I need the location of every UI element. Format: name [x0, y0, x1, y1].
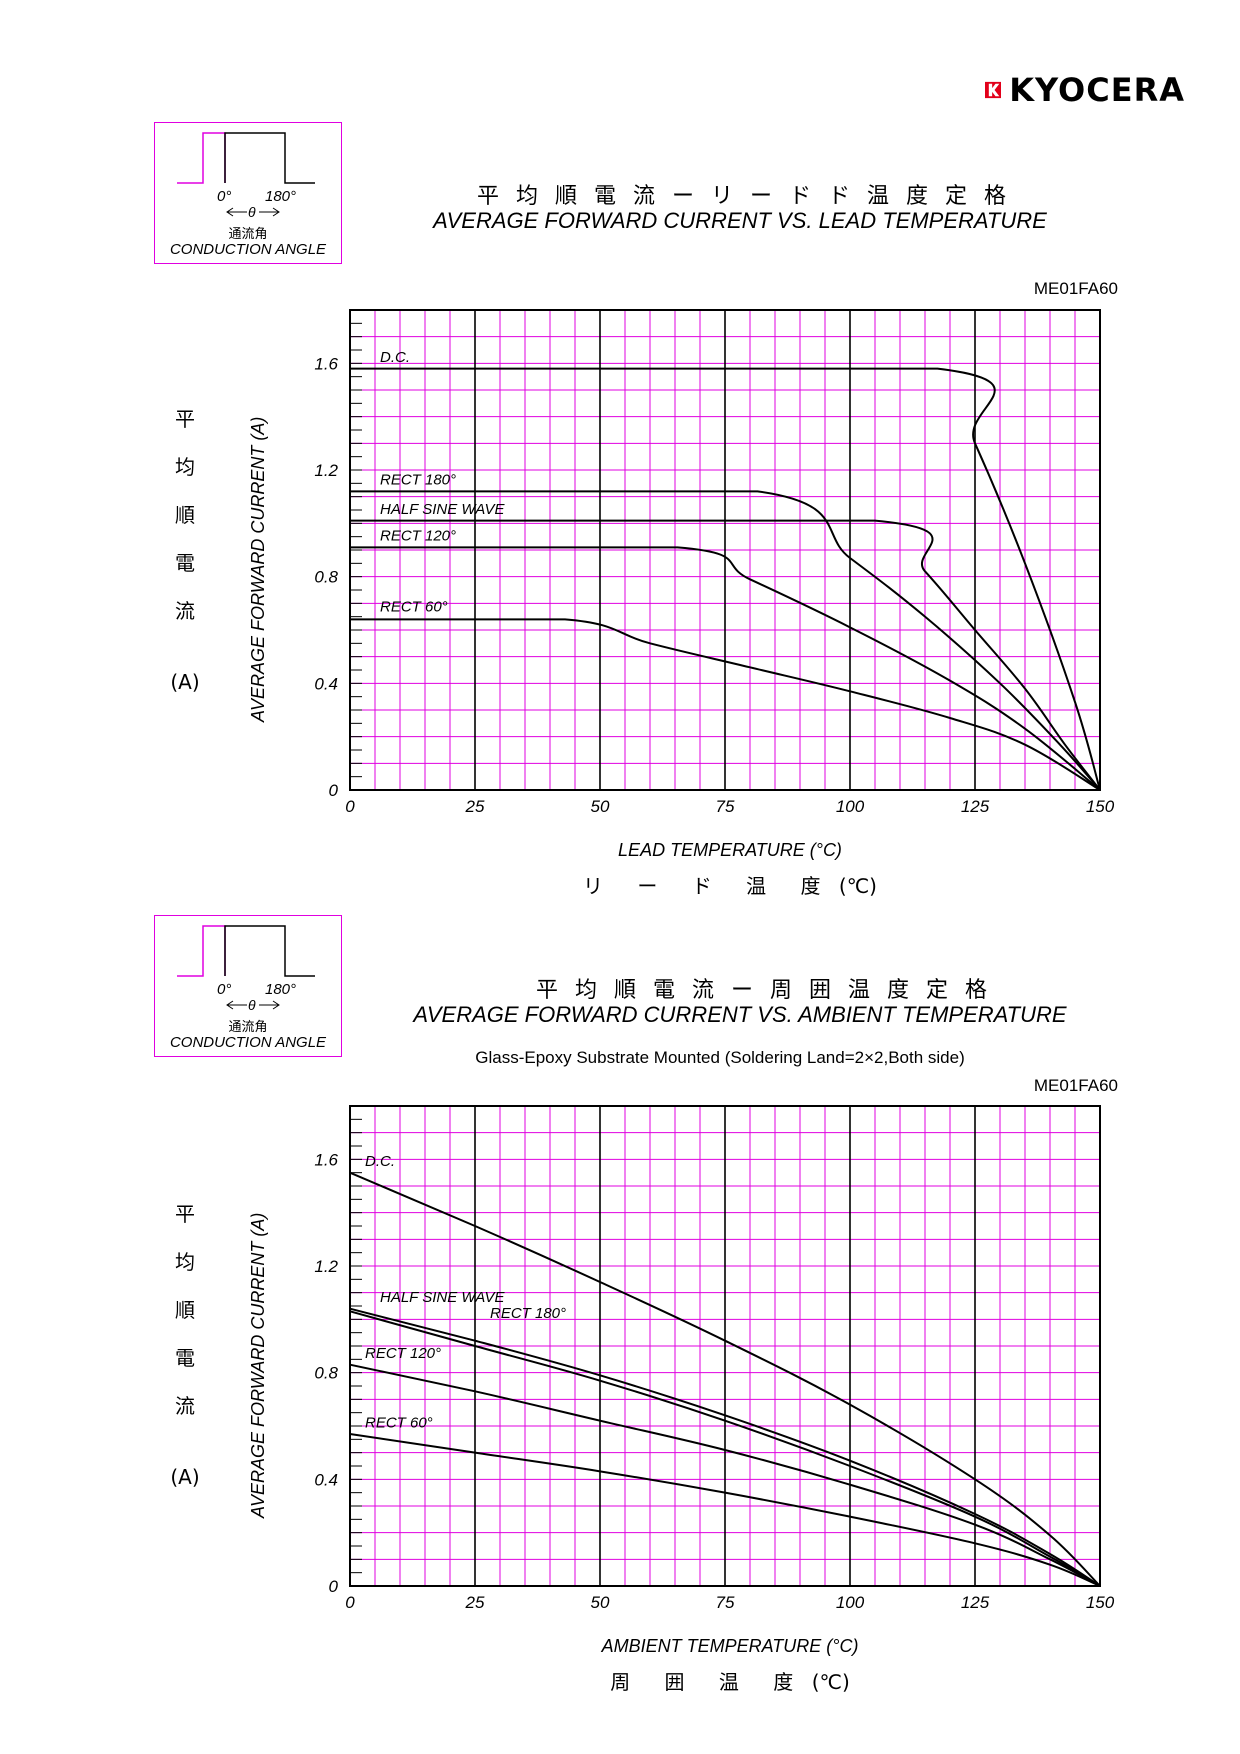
inset-deg180: 180° — [265, 981, 296, 998]
y-tick-label: 0 — [329, 781, 339, 800]
chart1-xlabel-jp: リ ー ド 温 度 — [583, 874, 835, 898]
series-label: RECT 180° — [380, 472, 456, 489]
x-tick-label: 75 — [716, 797, 735, 816]
y-tick-label: 1.6 — [314, 1150, 338, 1169]
x-tick-label: 75 — [716, 1593, 735, 1612]
x-tick-label: 50 — [591, 1593, 610, 1612]
chart2-xlabel: AMBIENT TEMPERATURE (°C) — [601, 1636, 859, 1656]
conduction-angle-waveform: 0° 180° θ — [177, 132, 315, 220]
series-label: D.C. — [380, 349, 410, 366]
y-tick-label: 1.2 — [314, 461, 338, 480]
chart2-ylabel: AVERAGE FORWARD CURRENT (A) — [248, 1212, 268, 1518]
y-tick-label: 0.8 — [314, 568, 338, 587]
x-tick-label: 100 — [836, 1593, 865, 1612]
series-label: D.C. — [365, 1153, 395, 1170]
y-tick-label: 0.4 — [314, 1470, 338, 1489]
series-line — [350, 367, 1101, 791]
ylabel-jp-char: 順 — [175, 1298, 195, 1322]
chart2-xlabel-jp-group: 周 囲 温 度 (℃) — [480, 1666, 980, 1695]
ylabel-jp-char: 平 — [175, 1202, 195, 1226]
x-tick-label: 0 — [345, 797, 355, 816]
conduction-angle-inset: 0° 180° θ 通流角 CONDUCTION ANGLE — [154, 915, 342, 1057]
x-tick-label: 100 — [836, 797, 865, 816]
inset-deg0: 0° — [217, 188, 231, 205]
ylabel-jp-char: 均 — [175, 455, 195, 479]
series-line — [349, 1171, 1101, 1587]
inset-deg0: 0° — [217, 981, 231, 998]
plot-frame — [349, 309, 1101, 791]
series-line — [349, 1433, 1101, 1587]
x-tick-label: 150 — [1086, 1593, 1115, 1612]
x-tick-label: 0 — [345, 1593, 355, 1612]
series-label: RECT 120° — [365, 1345, 441, 1362]
x-tick-label: 125 — [961, 1593, 990, 1612]
inset-theta: θ — [248, 204, 256, 220]
ylabel-jp-char: 平 — [175, 407, 195, 431]
ylabel-jp-char: 電 — [175, 551, 195, 575]
chart1-ylabel: AVERAGE FORWARD CURRENT (A) — [248, 416, 268, 722]
chart2-title-jp: 平均順電流ー周囲温度定格 — [535, 978, 1004, 1003]
ylabel-jp-char: 流 — [175, 1394, 195, 1418]
ylabel-jp-char: 順 — [175, 503, 195, 527]
y-tick-label: 1.6 — [314, 354, 338, 373]
ylabel-jp-char: 電 — [175, 1346, 195, 1370]
chart1-ylabel-jp-unit: (A) — [170, 670, 200, 694]
series-label: RECT 180° — [490, 1305, 566, 1322]
ylabel-jp-char: 流 — [175, 599, 195, 623]
chart1-title-jp: 平均順電流ーリードド温度定格 — [476, 184, 1023, 209]
series-line — [350, 546, 1101, 791]
conduction-angle-waveform: 0° 180° θ — [177, 925, 315, 1013]
inset-deg180: 180° — [265, 188, 296, 205]
x-tick-label: 25 — [465, 1593, 485, 1612]
series-label: HALF SINE WAVE — [380, 1289, 505, 1306]
chart2-plot: 0 25 50 75 100 125 150 0 0.4 0.8 1.2 1.6 D.C. HALF SI… — [314, 1105, 1115, 1612]
conduction-angle-inset: 0° 180° θ 通流角 CONDUCTION ANGLE — [154, 122, 342, 264]
x-tick-label: 125 — [961, 797, 990, 816]
inset-theta: θ — [248, 997, 256, 1013]
series-line — [349, 1363, 1101, 1587]
series-line — [350, 490, 1101, 791]
x-tick-label: 150 — [1086, 797, 1115, 816]
chart2-title: AVERAGE FORWARD CURRENT VS. AMBIENT TEMP… — [413, 1002, 1067, 1027]
y-tick-label: 1.2 — [314, 1257, 338, 1276]
conduction-angle-label-jp: 通流角 — [228, 226, 268, 241]
chart1-xlabel: LEAD TEMPERATURE (°C) — [618, 840, 842, 860]
chart2-part-code: ME01FA60 — [1033, 1076, 1118, 1095]
chart1-title: AVERAGE FORWARD CURRENT VS. LEAD TEMPERA… — [433, 208, 1047, 233]
series-label: RECT 60° — [365, 1414, 433, 1431]
conduction-angle-label-en: CONDUCTION ANGLE — [169, 1034, 327, 1051]
chart2-xlabel-jp: 周 囲 温 度 — [610, 1670, 808, 1694]
chart1-part-code: ME01FA60 — [1033, 279, 1118, 298]
chart1-xlabel-jp-unit: (℃) — [838, 874, 877, 898]
y-tick-label: 0 — [329, 1577, 339, 1596]
series-line — [349, 1307, 1101, 1587]
series-line — [350, 519, 1101, 791]
y-tick-label: 0.8 — [314, 1364, 338, 1383]
plot-frame — [349, 1105, 1101, 1587]
chart2-ylabel-jp-unit: (A) — [170, 1465, 200, 1489]
series-label: HALF SINE WAVE — [380, 501, 505, 518]
y-tick-label: 0.4 — [314, 674, 338, 693]
chart1-plot: 0 25 50 75 100 125 150 0 0.4 0.8 1.2 1.6 D.C. RECT 18… — [314, 309, 1115, 816]
chart2-subtitle: Glass-Epoxy Substrate Mounted (Soldering… — [475, 1048, 965, 1067]
conduction-angle-label-en: CONDUCTION ANGLE — [169, 241, 327, 258]
kyocera-emblem-icon — [985, 81, 1002, 99]
chart1-xlabel-jp-group: リ ー ド 温 度 (℃) — [480, 870, 980, 899]
ylabel-jp-char: 均 — [175, 1250, 195, 1274]
series-line — [350, 618, 1101, 791]
x-tick-label: 50 — [591, 797, 610, 816]
kyocera-logo: KYOCERA — [985, 70, 1185, 110]
chart2-xlabel-jp-unit: (℃) — [811, 1670, 850, 1694]
series-label: RECT 120° — [380, 528, 456, 545]
chart1-ylabel-jp: 平 均 順 電 流 — [165, 395, 205, 635]
conduction-angle-label-jp: 通流角 — [228, 1019, 268, 1034]
x-tick-label: 25 — [465, 797, 485, 816]
series-line — [349, 1310, 1101, 1587]
chart2-ylabel-jp: 平 均 順 電 流 — [165, 1190, 205, 1430]
series-label: RECT 60° — [380, 598, 448, 615]
brand-name: KYOCERA — [1009, 71, 1185, 109]
